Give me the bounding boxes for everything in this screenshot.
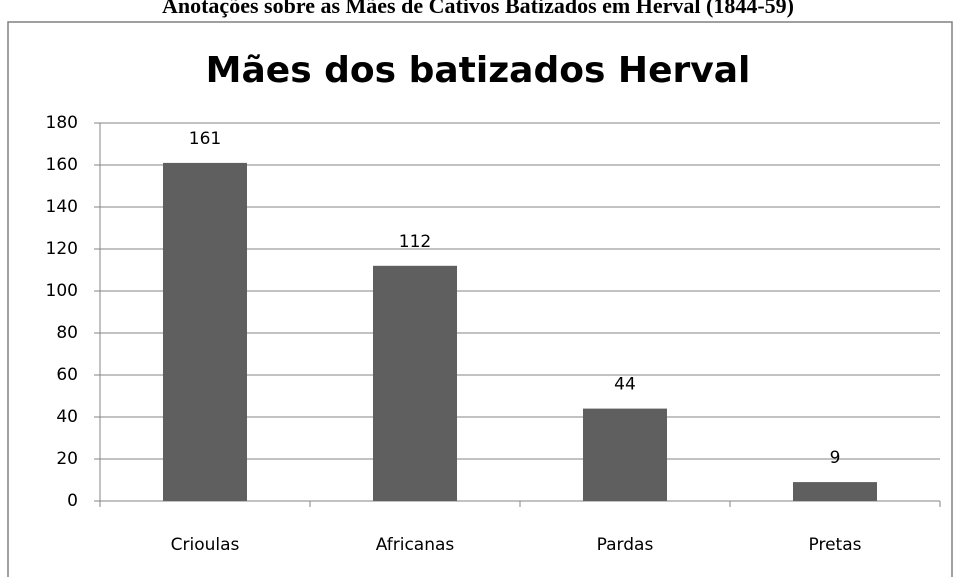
bar xyxy=(583,408,667,501)
bar xyxy=(373,265,457,501)
data-label: 112 xyxy=(399,232,431,252)
y-tick-label: 40 xyxy=(56,407,78,427)
data-label: 44 xyxy=(614,375,636,395)
bar xyxy=(163,162,247,501)
caption: Anotações sobre as Mães de Cativos Batiz… xyxy=(162,0,794,18)
y-tick-label: 0 xyxy=(67,491,78,511)
y-tick-label: 180 xyxy=(46,113,78,133)
x-tick-label: Pretas xyxy=(809,535,862,555)
x-tick-label: Crioulas xyxy=(171,535,240,555)
x-tick-label: Africanas xyxy=(376,535,455,555)
data-label: 9 xyxy=(830,448,841,468)
y-tick-label: 160 xyxy=(46,155,78,175)
data-label: 161 xyxy=(189,129,221,149)
bar xyxy=(793,482,877,501)
y-tick-label: 120 xyxy=(46,239,78,259)
y-tick-label: 60 xyxy=(56,365,78,385)
y-tick-label: 140 xyxy=(46,197,78,217)
x-tick-label: Pardas xyxy=(597,535,654,555)
y-tick-label: 100 xyxy=(46,281,78,301)
y-tick-label: 20 xyxy=(56,449,78,469)
y-tick-label: 80 xyxy=(56,323,78,343)
chart-title: Mães dos batizados Herval xyxy=(206,50,751,91)
